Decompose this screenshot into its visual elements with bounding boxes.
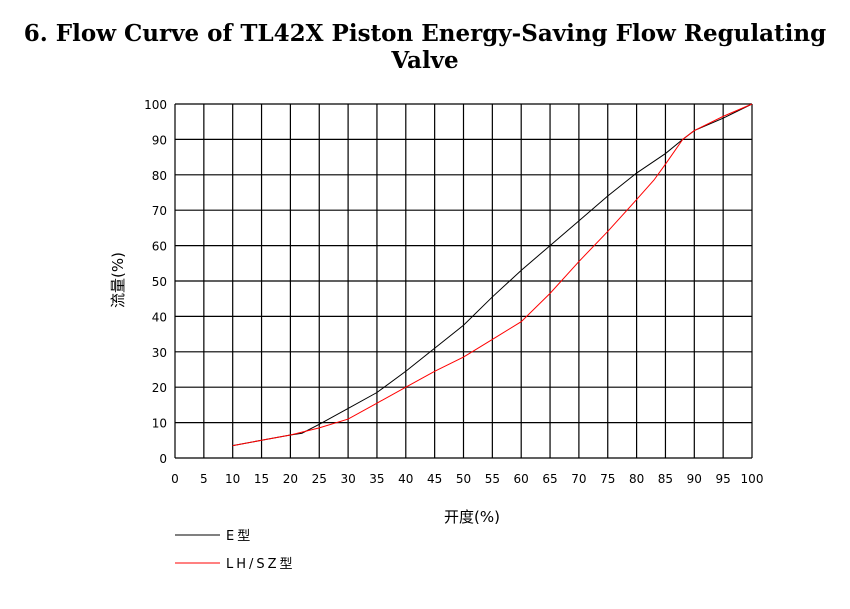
grid bbox=[174, 103, 753, 459]
x-tick-label: 85 bbox=[658, 472, 673, 486]
y-tick-label: 0 bbox=[159, 452, 167, 466]
x-tick-label: 15 bbox=[254, 472, 269, 486]
x-tick-label: 90 bbox=[687, 472, 702, 486]
y-tick-label: 100 bbox=[144, 98, 167, 112]
y-tick-label: 60 bbox=[152, 240, 167, 254]
x-tick-label: 80 bbox=[629, 472, 644, 486]
x-tick-label: 20 bbox=[283, 472, 298, 486]
x-tick-label: 60 bbox=[514, 472, 529, 486]
x-tick-label: 0 bbox=[171, 472, 179, 486]
x-tick-label: 40 bbox=[398, 472, 413, 486]
x-tick-label: 45 bbox=[427, 472, 442, 486]
y-tick-label: 70 bbox=[152, 204, 167, 218]
y-tick-label: 90 bbox=[152, 133, 167, 147]
series-line-2 bbox=[232, 103, 753, 447]
legend-label: LH/SZ型 bbox=[226, 557, 296, 572]
legend: E型 LH/SZ型 bbox=[175, 529, 296, 572]
x-tick-label: 25 bbox=[312, 472, 327, 486]
tick-labels: 0 5 10 15 20 25 30 35 40 45 50 55 60 65 70 75 80 85 90 95 10… bbox=[144, 98, 763, 486]
y-tick-label: 10 bbox=[152, 417, 167, 431]
x-tick-label: 50 bbox=[456, 472, 471, 486]
y-tick-label: 80 bbox=[152, 169, 167, 183]
x-tick-label: 65 bbox=[542, 472, 557, 486]
x-tick-label: 95 bbox=[716, 472, 731, 486]
x-tick-label: 100 bbox=[741, 472, 764, 486]
x-tick-label: 55 bbox=[485, 472, 500, 486]
x-tick-label: 75 bbox=[600, 472, 615, 486]
y-tick-label: 50 bbox=[152, 275, 167, 289]
x-tick-label: 30 bbox=[340, 472, 355, 486]
y-tick-label: 20 bbox=[152, 381, 167, 395]
y-axis-label: 流量(%) bbox=[109, 252, 127, 308]
chart-title: 6. Flow Curve of TL42X Piston Energy-Sav… bbox=[23, 20, 827, 74]
x-tick-label: 35 bbox=[369, 472, 384, 486]
x-tick-label: 10 bbox=[225, 472, 240, 486]
y-tick-label: 40 bbox=[152, 310, 167, 324]
legend-label: E型 bbox=[226, 529, 253, 544]
y-tick-label: 30 bbox=[152, 346, 167, 360]
series-lines bbox=[232, 103, 753, 447]
x-axis-label: 开度(%) bbox=[444, 508, 500, 526]
x-tick-label: 5 bbox=[200, 472, 208, 486]
x-tick-label: 70 bbox=[571, 472, 586, 486]
